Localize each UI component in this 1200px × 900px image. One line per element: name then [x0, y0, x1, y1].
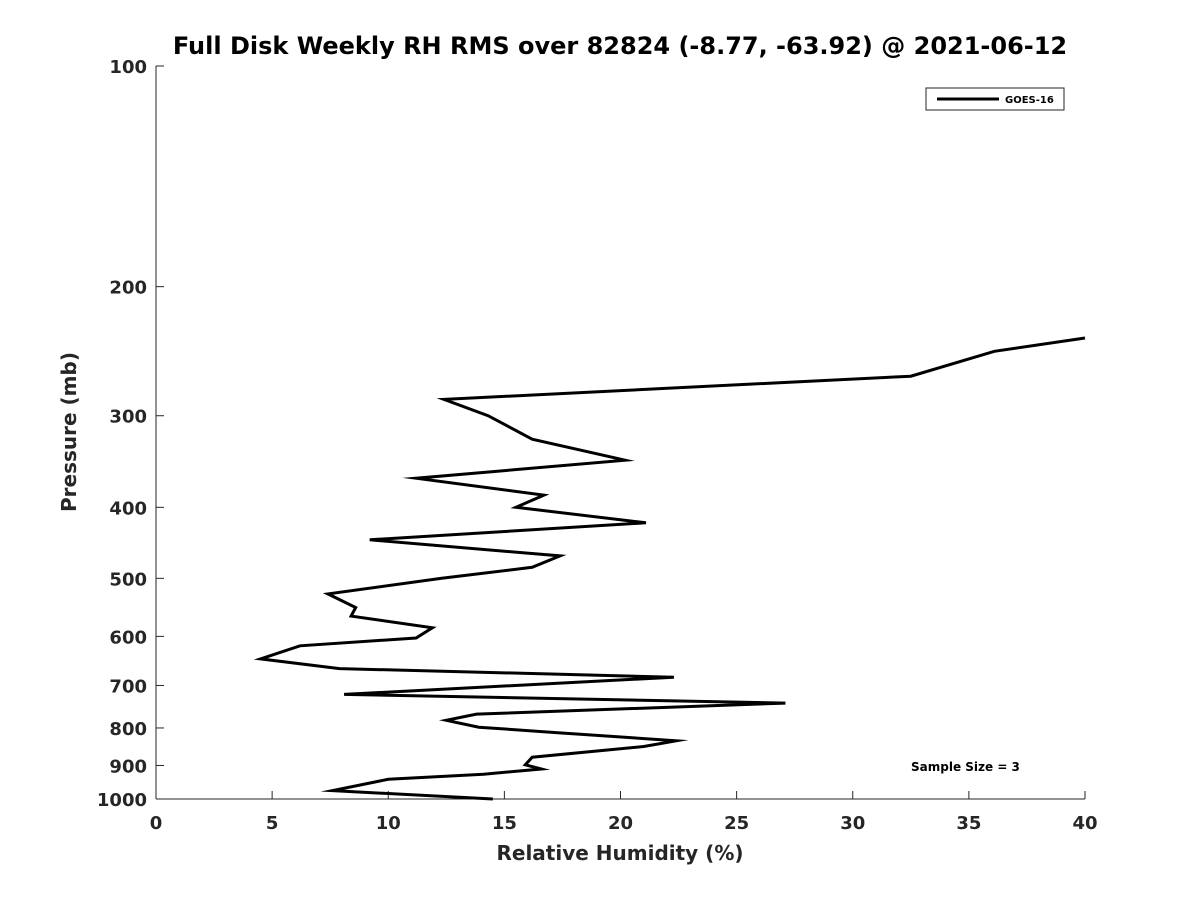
x-tick-label: 0 [150, 813, 163, 834]
legend-label-goes-16: GOES-16 [1005, 95, 1054, 106]
x-tick-label: 5 [266, 813, 279, 834]
series-line-goes-16 [253, 336, 1086, 801]
y-tick-label: 200 [109, 278, 147, 299]
x-tick-label: 20 [608, 813, 633, 834]
y-tick-label: 700 [109, 676, 147, 697]
x-tick-label: 40 [1072, 813, 1097, 834]
y-tick-label: 300 [109, 407, 147, 428]
x-tick-label: 30 [840, 813, 865, 834]
series-layer [253, 336, 1086, 801]
x-tick-label: 25 [724, 813, 749, 834]
plot-area [156, 66, 1085, 799]
sample-size-annotation: Sample Size = 3 [911, 760, 1020, 774]
y-tick-label: 500 [109, 569, 147, 590]
y-tick-label: 100 [109, 57, 147, 78]
y-tick-label: 1000 [97, 790, 147, 811]
x-axis-label: Relative Humidity (%) [496, 841, 743, 865]
y-tick-label: 900 [109, 756, 147, 777]
x-tick-label: 10 [376, 813, 401, 834]
y-tick-label: 800 [109, 719, 147, 740]
chart-title: Full Disk Weekly RH RMS over 82824 (-8.7… [173, 32, 1067, 60]
x-tick-label: 35 [956, 813, 981, 834]
y-axis: 100 200 300 400 500 600 700 800 900 1000 [97, 57, 164, 811]
x-axis: 0 5 10 15 20 25 30 35 40 [150, 791, 1098, 834]
y-tick-label: 600 [109, 627, 147, 648]
y-tick-label: 400 [109, 498, 147, 519]
x-tick-label: 15 [492, 813, 517, 834]
y-axis-label: Pressure (mb) [57, 352, 81, 512]
legend: GOES-16 [925, 87, 1065, 111]
